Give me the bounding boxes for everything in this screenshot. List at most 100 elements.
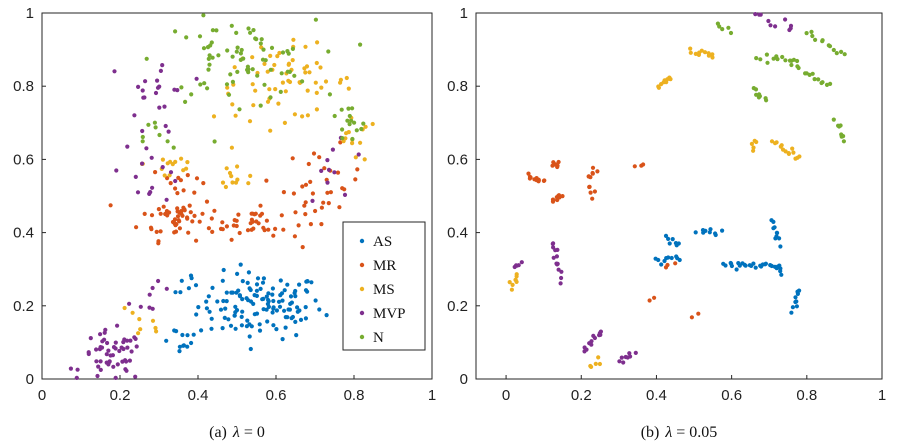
point-as (266, 304, 271, 309)
point-mr (302, 203, 307, 208)
point-n (345, 118, 350, 123)
point-mvp (132, 113, 137, 118)
point-mvp (554, 254, 560, 259)
point-as (185, 344, 190, 349)
point-mr (206, 226, 211, 231)
point-mr (187, 203, 192, 208)
panel-b-ticks: 0 0.2 0.4 0.6 0.8 1 0 0.2 0.4 0.6 0.8 1 (447, 5, 886, 404)
point-mr (590, 170, 595, 176)
point-ms (323, 79, 329, 84)
point-mr (647, 298, 652, 303)
point-mvp (98, 332, 103, 337)
legend-label-as: AS (373, 234, 392, 250)
point-as (713, 232, 718, 238)
point-ms (370, 121, 375, 127)
point-n (789, 62, 794, 68)
point-n (263, 58, 268, 63)
point-as (305, 279, 310, 284)
point-as (777, 236, 782, 241)
point-as (266, 297, 271, 303)
point-n (210, 55, 215, 60)
legend-marker-mr (359, 262, 365, 268)
point-n (250, 67, 255, 72)
point-as (298, 317, 304, 322)
point-ms (253, 88, 258, 93)
point-n (246, 70, 251, 75)
point-as (778, 244, 783, 249)
point-mr (317, 155, 322, 160)
point-as (239, 323, 244, 328)
point-ms (779, 143, 784, 148)
point-as (246, 270, 251, 275)
point-mvp (133, 374, 138, 379)
point-mr (296, 223, 301, 228)
point-as (245, 280, 250, 285)
point-mr (172, 230, 177, 235)
point-n (255, 73, 260, 78)
point-n (280, 50, 286, 55)
point-mvp (124, 368, 129, 373)
point-n (239, 47, 244, 53)
point-as (677, 257, 682, 263)
point-as (240, 279, 245, 284)
point-mr (526, 171, 531, 176)
point-mr (319, 205, 324, 210)
point-ms (283, 89, 288, 94)
legend-marker-mvp (359, 310, 365, 316)
point-as (666, 255, 671, 260)
point-as (191, 332, 196, 337)
point-as (228, 323, 234, 328)
point-as (763, 261, 769, 266)
point-mr (254, 219, 259, 224)
point-n (350, 106, 355, 111)
point-as (261, 276, 266, 281)
point-mr (229, 237, 234, 242)
point-mr (179, 209, 184, 214)
point-as (295, 305, 300, 310)
point-mr (632, 164, 637, 169)
point-mr (587, 184, 592, 189)
point-as (294, 333, 299, 338)
panel-a-points (68, 13, 375, 380)
point-n (230, 54, 235, 59)
point-n (258, 41, 263, 46)
point-ms (344, 131, 349, 136)
point-ms (173, 159, 178, 164)
point-n (268, 95, 273, 100)
point-mvp (319, 168, 324, 173)
point-mvp (163, 123, 168, 129)
point-mr (194, 238, 199, 243)
point-ms (319, 85, 324, 90)
point-ms (267, 87, 272, 92)
point-ms (224, 166, 229, 171)
point-as (206, 294, 211, 299)
point-mr (224, 224, 229, 229)
point-n (290, 46, 295, 52)
legend-marker-ms (359, 286, 365, 292)
point-mvp (168, 170, 174, 175)
legend-label-ms: MS (373, 282, 395, 298)
point-as (258, 286, 263, 291)
point-as (274, 308, 279, 313)
point-as (271, 298, 276, 304)
point-mr (340, 186, 345, 191)
point-as (303, 316, 308, 321)
point-ms (303, 70, 308, 75)
point-ms (751, 145, 756, 150)
point-ms (286, 61, 292, 66)
point-ms (791, 150, 796, 155)
point-mr (281, 227, 286, 232)
y-tick-label: 0.6 (447, 151, 468, 168)
legend-marker-n (359, 334, 365, 340)
point-as (210, 285, 215, 290)
point-mvp (105, 340, 110, 346)
point-n (340, 127, 345, 132)
point-as (280, 298, 285, 303)
point-n (349, 118, 354, 123)
point-as (220, 326, 225, 331)
point-n (262, 82, 267, 87)
point-as (309, 280, 314, 285)
point-mvp (98, 345, 103, 350)
point-mvp (356, 152, 361, 157)
point-ms (656, 85, 662, 90)
